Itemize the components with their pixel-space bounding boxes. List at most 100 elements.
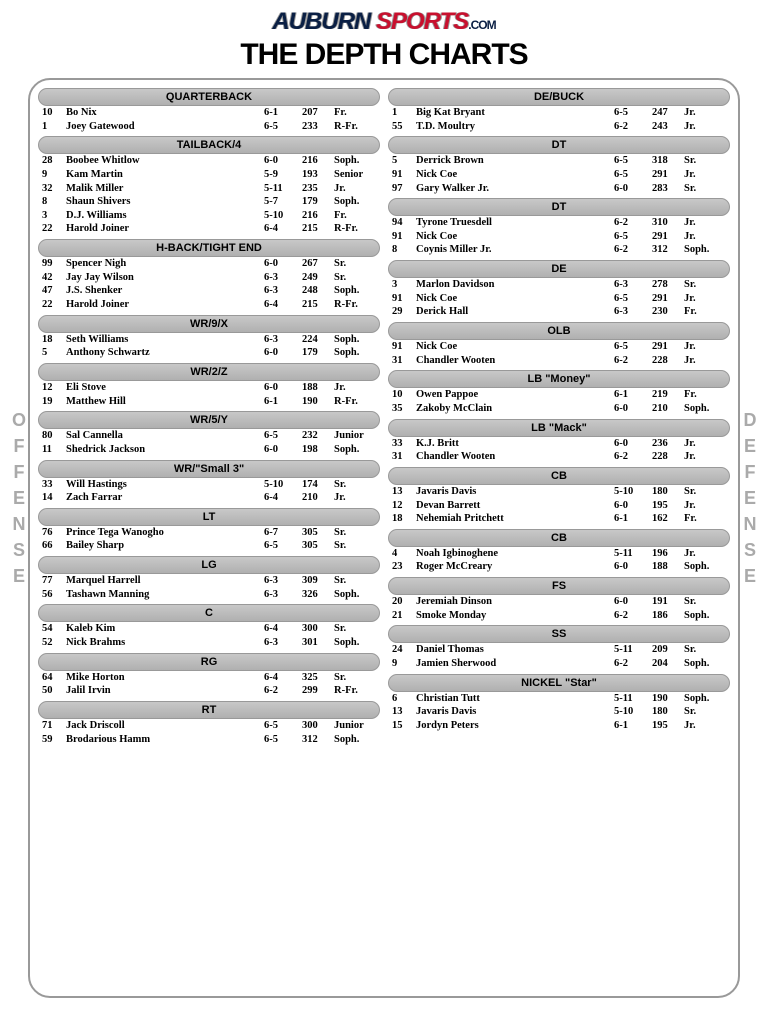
position-header: DT bbox=[388, 136, 730, 154]
player-name: Harold Joiner bbox=[66, 222, 264, 236]
player-num: 99 bbox=[42, 257, 66, 271]
player-yr: Soph. bbox=[334, 346, 376, 360]
player-row: 8Shaun Shivers5-7179Soph. bbox=[38, 195, 380, 209]
player-num: 1 bbox=[392, 106, 416, 120]
player-ht: 6-3 bbox=[264, 636, 302, 650]
player-ht: 6-5 bbox=[264, 429, 302, 443]
player-row: 55T.D. Moultry6-2243Jr. bbox=[388, 120, 730, 134]
position-header: LB "Mack" bbox=[388, 419, 730, 437]
player-name: Kaleb Kim bbox=[66, 622, 264, 636]
player-row: 80Sal Cannella6-5232Junior bbox=[38, 429, 380, 443]
player-row: 21Smoke Monday6-2186Soph. bbox=[388, 609, 730, 623]
defense-label: DEFENSE bbox=[739, 410, 760, 592]
player-yr: Soph. bbox=[334, 443, 376, 457]
player-name: Shedrick Jackson bbox=[66, 443, 264, 457]
player-num: 29 bbox=[392, 305, 416, 319]
player-ht: 6-3 bbox=[264, 284, 302, 298]
player-ht: 6-1 bbox=[264, 106, 302, 120]
player-yr: Sr. bbox=[684, 705, 726, 719]
player-num: 18 bbox=[392, 512, 416, 526]
logo-part1: AUBURN bbox=[272, 8, 376, 35]
player-row: 91Nick Coe6-5291Jr. bbox=[388, 292, 730, 306]
player-name: Chandler Wooten bbox=[416, 450, 614, 464]
player-row: 10Bo Nix6-1207Fr. bbox=[38, 106, 380, 120]
player-name: Jamien Sherwood bbox=[416, 657, 614, 671]
player-wt: 305 bbox=[302, 526, 334, 540]
player-num: 50 bbox=[42, 684, 66, 698]
player-name: Nick Coe bbox=[416, 230, 614, 244]
position-header: DT bbox=[388, 198, 730, 216]
player-yr: Sr. bbox=[684, 595, 726, 609]
player-wt: 179 bbox=[302, 195, 334, 209]
player-row: 9Kam Martin5-9193Senior bbox=[38, 168, 380, 182]
player-num: 12 bbox=[42, 381, 66, 395]
player-row: 66Bailey Sharp6-5305Sr. bbox=[38, 539, 380, 553]
player-name: Derick Hall bbox=[416, 305, 614, 319]
position-header: NICKEL "Star" bbox=[388, 674, 730, 692]
player-wt: 190 bbox=[302, 395, 334, 409]
player-name: D.J. Williams bbox=[66, 209, 264, 223]
player-row: 23Roger McCreary6-0188Soph. bbox=[388, 560, 730, 574]
position-header: OLB bbox=[388, 322, 730, 340]
player-row: 76Prince Tega Wanogho6-7305Sr. bbox=[38, 526, 380, 540]
player-ht: 5-10 bbox=[614, 485, 652, 499]
player-yr: Fr. bbox=[334, 106, 376, 120]
player-yr: Sr. bbox=[334, 526, 376, 540]
player-yr: R-Fr. bbox=[334, 120, 376, 134]
player-wt: 243 bbox=[652, 120, 684, 134]
player-yr: Jr. bbox=[684, 120, 726, 134]
player-wt: 300 bbox=[302, 622, 334, 636]
player-yr: Soph. bbox=[684, 657, 726, 671]
player-name: Daniel Thomas bbox=[416, 643, 614, 657]
columns-container: QUARTERBACK10Bo Nix6-1207Fr.1Joey Gatewo… bbox=[38, 88, 730, 746]
player-num: 18 bbox=[42, 333, 66, 347]
player-name: Jordyn Peters bbox=[416, 719, 614, 733]
player-wt: 291 bbox=[652, 340, 684, 354]
player-row: 91Nick Coe6-5291Jr. bbox=[388, 168, 730, 182]
position-header: RG bbox=[38, 653, 380, 671]
player-yr: Sr. bbox=[334, 622, 376, 636]
player-yr: Sr. bbox=[334, 671, 376, 685]
player-row: 18Nehemiah Pritchett6-1162Fr. bbox=[388, 512, 730, 526]
player-num: 59 bbox=[42, 733, 66, 747]
player-name: T.D. Moultry bbox=[416, 120, 614, 134]
offense-label: OFFENSE bbox=[8, 410, 29, 592]
player-num: 1 bbox=[42, 120, 66, 134]
player-name: Roger McCreary bbox=[416, 560, 614, 574]
player-wt: 179 bbox=[302, 346, 334, 360]
player-row: 15Jordyn Peters6-1195Jr. bbox=[388, 719, 730, 733]
player-yr: Sr. bbox=[684, 182, 726, 196]
player-ht: 5-10 bbox=[264, 209, 302, 223]
player-name: Derrick Brown bbox=[416, 154, 614, 168]
player-row: 18Seth Williams6-3224Soph. bbox=[38, 333, 380, 347]
player-wt: 291 bbox=[652, 168, 684, 182]
player-wt: 190 bbox=[652, 692, 684, 706]
player-name: Javaris Davis bbox=[416, 705, 614, 719]
player-wt: 193 bbox=[302, 168, 334, 182]
player-yr: Soph. bbox=[334, 636, 376, 650]
player-yr: Sr. bbox=[684, 154, 726, 168]
player-row: 71Jack Driscoll6-5300Junior bbox=[38, 719, 380, 733]
player-num: 66 bbox=[42, 539, 66, 553]
player-name: Zach Farrar bbox=[66, 491, 264, 505]
player-name: Nick Coe bbox=[416, 340, 614, 354]
player-row: 77Marquel Harrell6-3309Sr. bbox=[38, 574, 380, 588]
player-wt: 191 bbox=[652, 595, 684, 609]
player-ht: 6-0 bbox=[264, 154, 302, 168]
player-num: 14 bbox=[42, 491, 66, 505]
player-yr: Soph. bbox=[334, 588, 376, 602]
player-name: Big Kat Bryant bbox=[416, 106, 614, 120]
player-ht: 6-5 bbox=[614, 154, 652, 168]
player-wt: 236 bbox=[652, 437, 684, 451]
player-num: 6 bbox=[392, 692, 416, 706]
player-num: 56 bbox=[42, 588, 66, 602]
player-wt: 188 bbox=[652, 560, 684, 574]
player-yr: Soph. bbox=[334, 154, 376, 168]
player-yr: Jr. bbox=[334, 491, 376, 505]
player-ht: 6-1 bbox=[264, 395, 302, 409]
player-row: 8Coynis Miller Jr.6-2312Soph. bbox=[388, 243, 730, 257]
player-ht: 6-2 bbox=[614, 450, 652, 464]
player-name: Devan Barrett bbox=[416, 499, 614, 513]
player-ht: 6-0 bbox=[614, 437, 652, 451]
player-yr: Soph. bbox=[684, 692, 726, 706]
